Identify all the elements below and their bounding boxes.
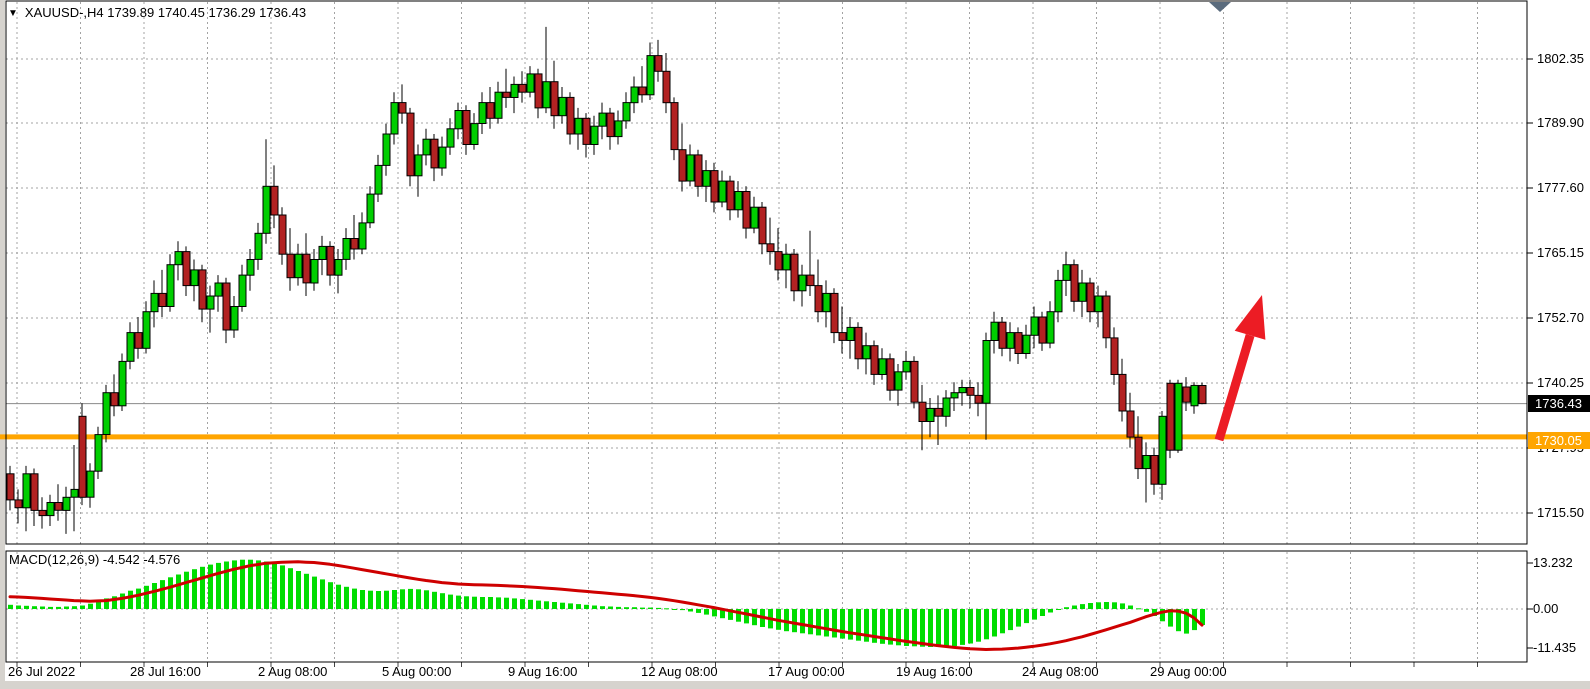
macd-tick-label: 0.00: [1533, 601, 1559, 616]
macd-tick-label: -11.435: [1533, 640, 1577, 655]
hline-price-badge: 1730.05: [1528, 432, 1590, 449]
window-bottom-strip: [0, 681, 1590, 689]
date-tick-label: 9 Aug 16:00: [508, 664, 578, 679]
symbol-ohlc-label: XAUUSD-,H4 1739.89 1740.45 1736.29 1736.…: [24, 5, 307, 20]
price-tick-label: 1777.60: [1537, 180, 1584, 195]
date-tick-label: 29 Aug 00:00: [1150, 664, 1227, 679]
trend-arrow-shaft: [1214, 334, 1255, 442]
current-price-badge: 1736.43: [1528, 395, 1590, 412]
date-tick-label: 19 Aug 16:00: [896, 664, 973, 679]
window-left-strip: [0, 0, 5, 689]
price-tick-label: 1740.25: [1537, 375, 1584, 390]
date-tick-label: 24 Aug 08:00: [1022, 664, 1099, 679]
date-tick-label: 26 Jul 2022: [8, 664, 76, 679]
price-tick-label: 1715.50: [1537, 505, 1584, 520]
price-tick-label: 1789.90: [1537, 115, 1584, 130]
price-tick-label: 1752.70: [1537, 310, 1584, 325]
chart-header: ▼ XAUUSD-,H4 1739.89 1740.45 1736.29 1736…: [8, 5, 306, 20]
date-tick-label: 5 Aug 00:00: [382, 664, 452, 679]
macd-indicator-label: MACD(12,26,9) -4.542 -4.576: [9, 552, 181, 567]
macd-signal-line: [8, 560, 1204, 651]
date-tick-label: 12 Aug 08:00: [641, 664, 718, 679]
trend-arrow-head: [1234, 295, 1266, 340]
date-tick-label: 2 Aug 08:00: [258, 664, 328, 679]
chart-shift-marker-icon: [1209, 2, 1231, 12]
price-tick-label: 1802.35: [1537, 51, 1584, 66]
date-tick-label: 28 Jul 16:00: [130, 664, 201, 679]
symbol-dropdown-icon[interactable]: ▼: [8, 8, 18, 19]
price-tick-label: 1765.15: [1537, 245, 1584, 260]
date-tick-label: 17 Aug 00:00: [768, 664, 845, 679]
macd-tick-label: 13.232: [1533, 555, 1573, 570]
